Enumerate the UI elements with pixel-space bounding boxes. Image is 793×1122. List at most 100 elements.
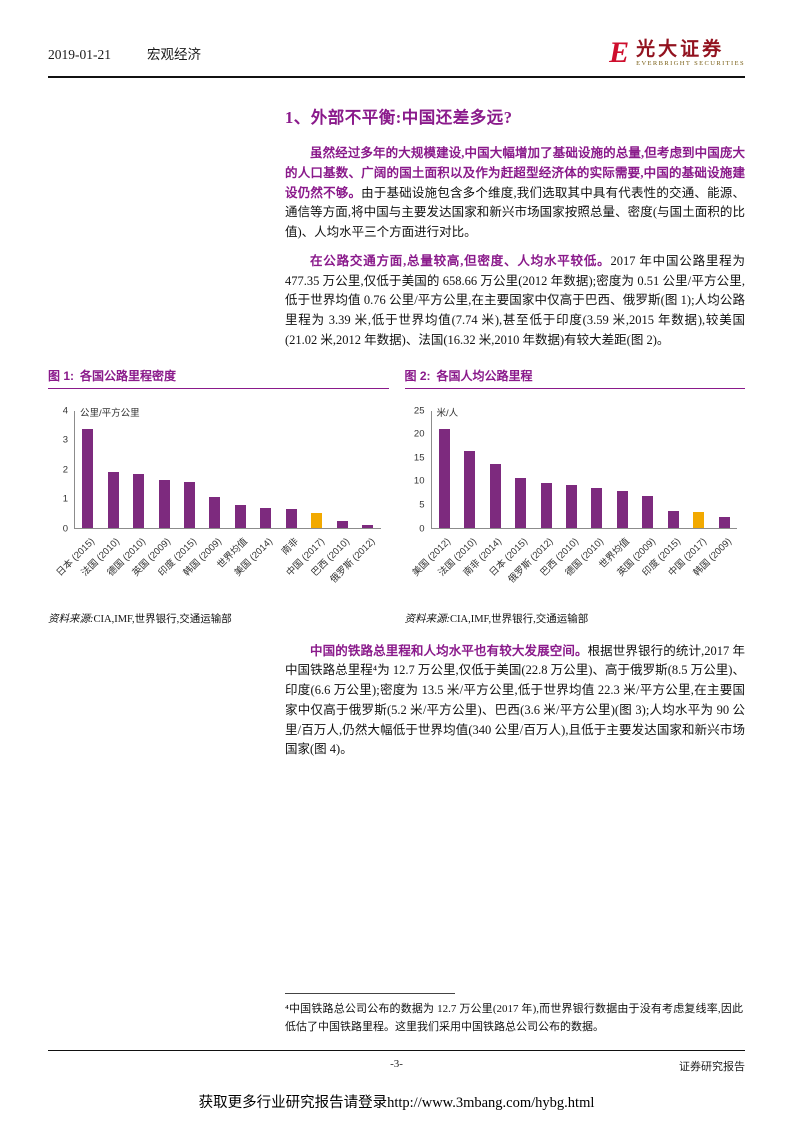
paragraph-segment: 虽然经过多年的大规模建设,中国大幅增加了基础设施的总量,但考虑到中国庞大的人口基…: [285, 146, 745, 200]
body-column-railway: 中国的铁路总里程和人均水平也有较大发展空间。根据世界银行的统计,2017 年中国…: [285, 642, 745, 761]
source-text: CIA,IMF,世界银行,交通运输部: [93, 613, 232, 625]
page-number: -3-: [390, 1058, 403, 1070]
report-category: 宏观经济: [147, 47, 201, 62]
chart-bar: [158, 480, 170, 528]
chart-bar: [311, 512, 323, 528]
bar-slot: [482, 411, 507, 528]
y-axis-tick-label: 25: [413, 405, 425, 416]
chart-1-caption-title: 各国公路里程密度: [80, 368, 177, 383]
y-axis-tick-label: 2: [62, 464, 68, 475]
chart-bar: [718, 517, 730, 528]
charts-row: 图 1: 各国公路里程密度 0 1 2 3 4 公里/平方公里 日本 (2015) 法国 …: [48, 367, 745, 626]
bar-slot: [100, 411, 125, 528]
paragraph-segment: 中国的铁路总里程和人均水平也有较大发展空间。: [310, 643, 588, 658]
footnote: ⁴中国铁路总公司公布的数据为 12.7 万公里(2017 年),而世界银行数据由…: [285, 992, 743, 1036]
source-text: CIA,IMF,世界银行,交通运输部: [450, 613, 589, 625]
paragraph-segment: 由于基础设施包含多个维度,我们选取其中具有代表性的交通、能源、通信等方面,将中国…: [285, 185, 745, 240]
bar-slot: [635, 411, 660, 528]
bar-slot: [304, 411, 329, 528]
chart-bar: [591, 488, 603, 528]
chart-bar: [133, 473, 145, 528]
paragraph-roads: 在公路交通方面,总量较高,但密度、人均水平较低。2017 年中国公路里程为 47…: [285, 252, 745, 351]
y-axis-tick-label: 3: [62, 434, 68, 446]
body-column: 虽然经过多年的大规模建设,中国大幅增加了基础设施的总量,但考虑到中国庞大的人口基…: [285, 144, 745, 351]
y-axis: 0 5 10 15 20 25: [405, 405, 429, 534]
chart-bar: [464, 451, 476, 528]
chart-bar: [260, 507, 272, 528]
bar-slot: [584, 411, 609, 528]
y-axis-tick-label: 0: [419, 523, 425, 534]
y-axis-tick-label: 1: [62, 493, 68, 505]
header-meta: 2019-01-21 宏观经济: [48, 43, 201, 63]
bar-slot: [559, 411, 584, 528]
bar-slot: [686, 411, 711, 528]
bar-slot: [202, 411, 227, 528]
brand-logo: E 光大证券 EVERBRIGHT SECURITIES: [609, 38, 745, 68]
bar-slot: [610, 411, 635, 528]
paragraph-segment: 在公路交通方面,总量较高,但密度、人均水平较低。: [310, 253, 611, 268]
brand-logo-icon: E: [609, 36, 630, 69]
chart-1-caption-prefix: 图 1:: [48, 368, 75, 383]
source-note: 资料来源:CIA,IMF,世界银行,交通运输部: [48, 611, 389, 626]
footnote-text: ⁴中国铁路总公司公布的数据为 12.7 万公里(2017 年),而世界银行数据由…: [285, 1002, 743, 1033]
promo-link-text: 获取更多行业研究报告请登录http://www.3mbang.com/hybg.…: [198, 1095, 595, 1111]
bar-slot: [661, 411, 686, 528]
chart-bar: [616, 491, 628, 528]
brand-subtitle: EVERBRIGHT SECURITIES: [636, 60, 745, 68]
y-axis-unit: 公里/平方公里: [80, 407, 140, 419]
bar-chart-road-density: 0 1 2 3 4 公里/平方公里 日本 (2015) 法国 (2010) 德国 (2010…: [48, 401, 389, 603]
bar-slot: [151, 411, 176, 528]
y-axis-unit: 米/人: [436, 407, 459, 419]
chart-bar: [285, 509, 297, 528]
chart-bar: [489, 463, 501, 528]
chart-bar: [362, 524, 374, 528]
chart-bar: [515, 478, 527, 528]
bar-slot: [432, 411, 457, 528]
chart-bar: [107, 471, 119, 528]
report-type-label: 证券研究报告: [679, 1061, 745, 1073]
paragraph-railway: 中国的铁路总里程和人均水平也有较大发展空间。根据世界银行的统计,2017 年中国…: [285, 642, 745, 761]
y-axis-tick-label: 15: [413, 452, 425, 464]
page-header: 2019-01-21 宏观经济 E 光大证券 EVERBRIGHT SECURI…: [0, 0, 793, 68]
bar-slot: [177, 411, 202, 528]
chart-bar: [565, 485, 577, 528]
header-divider: [48, 76, 745, 78]
x-axis-labels: 美国 (2012) 法国 (2010) 南非 (2014) 日本 (2015) 俄罗斯 …: [411, 531, 738, 597]
chart-bar: [642, 495, 654, 528]
bar-slot: [533, 411, 558, 528]
chart-1-caption: 图 1: 各国公路里程密度: [48, 367, 389, 389]
source-note: 资料来源:CIA,IMF,世界银行,交通运输部: [405, 611, 746, 626]
section-title: 1、外部不平衡:中国还差多远?: [285, 108, 513, 127]
bar-slot: [75, 411, 100, 528]
y-axis-tick-label: 10: [413, 475, 425, 487]
chart-bar: [184, 482, 196, 528]
y-axis-tick-label: 0: [62, 523, 68, 534]
brand-text: 光大证券 EVERBRIGHT SECURITIES: [636, 39, 745, 68]
chart-bar: [540, 482, 552, 528]
bar-slot: [253, 411, 278, 528]
y-axis-tick-label: 20: [413, 428, 425, 440]
source-label: 资料来源:: [404, 613, 451, 625]
chart-bar: [234, 505, 246, 528]
paragraph-segment: 2017 年中国公路里程为 477.35 万公里,仅低于美国的 658.66 万…: [285, 253, 745, 347]
chart-2-caption: 图 2: 各国人均公路里程: [404, 367, 745, 389]
figure-1-road-density: 图 1: 各国公路里程密度 0 1 2 3 4 公里/平方公里 日本 (2015) 法国 …: [48, 367, 389, 626]
chart-bar: [82, 428, 94, 528]
bar-slot: [228, 411, 253, 528]
y-axis-tick-label: 5: [419, 499, 425, 511]
bar-slot: [279, 411, 304, 528]
plot-area: [74, 410, 381, 529]
bar-slot: [457, 411, 482, 528]
chart-2-caption-prefix: 图 2:: [404, 368, 431, 383]
chart-bar: [209, 496, 221, 528]
footnote-divider: [285, 992, 455, 994]
bar-slot: [355, 411, 380, 528]
bar-slot: [126, 411, 151, 528]
figure-2-road-per-capita: 图 2: 各国人均公路里程 0 5 10 15 20 25 米/人 美国 (2012) 法国…: [404, 367, 746, 626]
chart-bar: [693, 511, 705, 528]
report-date: 2019-01-21: [48, 47, 111, 62]
chart-2-caption-title: 各国人均公路里程: [436, 368, 533, 383]
brand-name: 光大证券: [636, 38, 725, 60]
bar-slot: [330, 411, 355, 528]
